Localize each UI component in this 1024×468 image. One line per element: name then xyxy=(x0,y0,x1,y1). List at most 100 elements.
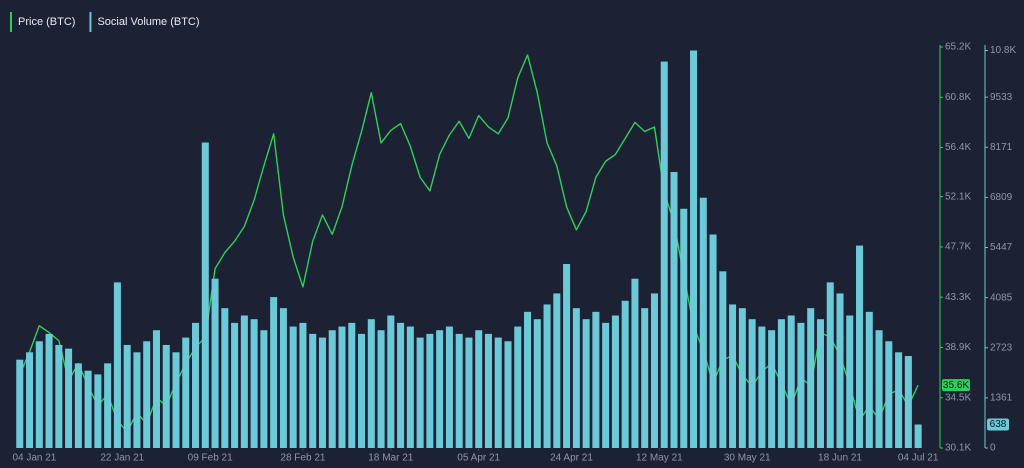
volume-bar xyxy=(65,348,73,448)
volume-bar xyxy=(201,142,209,449)
y2-tick-label: 8171 xyxy=(990,142,1013,153)
volume-bar xyxy=(45,333,53,448)
legend-swatch xyxy=(89,12,92,32)
volume-bar xyxy=(553,293,561,448)
volume-bar xyxy=(856,245,864,448)
volume-bar xyxy=(270,297,278,448)
volume-bar xyxy=(358,333,366,448)
volume-bar xyxy=(904,355,912,448)
volume-bar xyxy=(377,330,385,448)
volume-bar xyxy=(787,315,795,448)
x-tick-label: 04 Jan 21 xyxy=(12,453,56,464)
volume-bar xyxy=(709,234,717,448)
y2-tick-label: 4085 xyxy=(990,292,1013,303)
y2-tick-label: 2723 xyxy=(990,342,1013,353)
volume-bar xyxy=(289,326,297,448)
volume-bar xyxy=(807,308,815,448)
volume-bar xyxy=(113,282,121,448)
y-tick-label: 56.4K xyxy=(945,142,971,153)
y-tick-label: 34.5K xyxy=(945,392,971,403)
volume-bar xyxy=(211,278,219,448)
legend-label: Price (BTC) xyxy=(18,16,75,28)
volume-bar xyxy=(592,311,600,448)
legend-label: Social Volume (BTC) xyxy=(97,16,199,28)
volume-bar xyxy=(611,315,619,448)
volume-bar xyxy=(484,333,492,448)
volume-bar xyxy=(397,322,405,448)
x-tick-label: 28 Feb 21 xyxy=(280,453,325,464)
volume-bar xyxy=(16,359,24,448)
volume-bar xyxy=(240,315,248,448)
y-tick-label: 38.9K xyxy=(945,342,971,353)
volume-bar xyxy=(260,330,268,448)
volume-bar xyxy=(914,424,922,448)
volume-bar xyxy=(699,197,707,448)
volume-bar xyxy=(719,271,727,448)
volume-bar xyxy=(182,337,190,448)
volume-bar xyxy=(504,341,512,448)
volume-bar xyxy=(748,319,756,448)
volume-bar xyxy=(162,344,170,448)
volume-bar xyxy=(35,341,43,448)
x-tick-label: 24 Apr 21 xyxy=(550,453,593,464)
volume-bar xyxy=(94,374,102,448)
volume-bar xyxy=(846,315,854,448)
x-tick-label: 12 May 21 xyxy=(636,453,683,464)
volume-bar xyxy=(133,352,141,448)
volume-bar xyxy=(777,319,785,448)
y2-tick-label: 9533 xyxy=(990,92,1013,103)
volume-bar xyxy=(758,326,766,448)
volume-bar xyxy=(524,311,532,448)
volume-bar xyxy=(152,330,160,448)
volume-bar xyxy=(475,330,483,448)
volume-bar xyxy=(582,319,590,448)
volume-bar xyxy=(895,352,903,448)
volume-bar xyxy=(650,293,658,448)
volume-bar xyxy=(465,337,473,448)
volume-bar xyxy=(279,308,287,448)
y-tick-label: 47.7K xyxy=(945,242,971,253)
volume-bar xyxy=(74,363,82,448)
volume-bar xyxy=(631,278,639,448)
y2-tick-label: 1361 xyxy=(990,393,1013,404)
volume-bar xyxy=(865,311,873,448)
volume-bar xyxy=(670,171,678,449)
y-tick-label: 52.1K xyxy=(945,191,971,202)
y2-tick-label: 10.8K xyxy=(990,45,1016,56)
volume-bar xyxy=(426,333,434,448)
volume-bar xyxy=(660,61,668,448)
x-tick-label: 22 Jan 21 xyxy=(100,453,144,464)
volume-bar xyxy=(318,337,326,448)
current-value-label: 35.6K xyxy=(943,380,969,391)
volume-bar xyxy=(436,330,444,448)
volume-bar xyxy=(348,322,356,448)
volume-bar xyxy=(836,293,844,448)
volume-bar xyxy=(494,337,502,448)
volume-bar xyxy=(641,308,649,448)
volume-bar xyxy=(84,370,92,448)
volume-bar xyxy=(621,300,629,448)
volume-bar xyxy=(455,333,463,448)
volume-bar xyxy=(26,352,34,448)
x-tick-label: 18 Jun 21 xyxy=(818,453,862,464)
current-value-badge xyxy=(942,379,970,392)
volume-bar xyxy=(367,319,375,448)
volume-bar xyxy=(123,344,131,448)
legend-swatch xyxy=(10,12,12,32)
volume-bar xyxy=(572,308,580,448)
x-tick-label: 30 May 21 xyxy=(724,453,771,464)
volume-bar xyxy=(543,304,551,448)
y-tick-label: 60.8K xyxy=(945,92,971,103)
volume-bar xyxy=(104,363,112,448)
x-tick-label: 05 Apr 21 xyxy=(457,453,500,464)
volume-bar xyxy=(797,322,805,448)
volume-bar xyxy=(192,322,200,448)
volume-bar xyxy=(768,330,776,448)
volume-bar xyxy=(338,326,346,448)
x-tick-label: 18 Mar 21 xyxy=(368,453,413,464)
volume-bar xyxy=(172,352,180,448)
volume-bar xyxy=(309,333,317,448)
volume-bar xyxy=(55,344,63,448)
y2-tick-label: 0 xyxy=(990,443,996,454)
